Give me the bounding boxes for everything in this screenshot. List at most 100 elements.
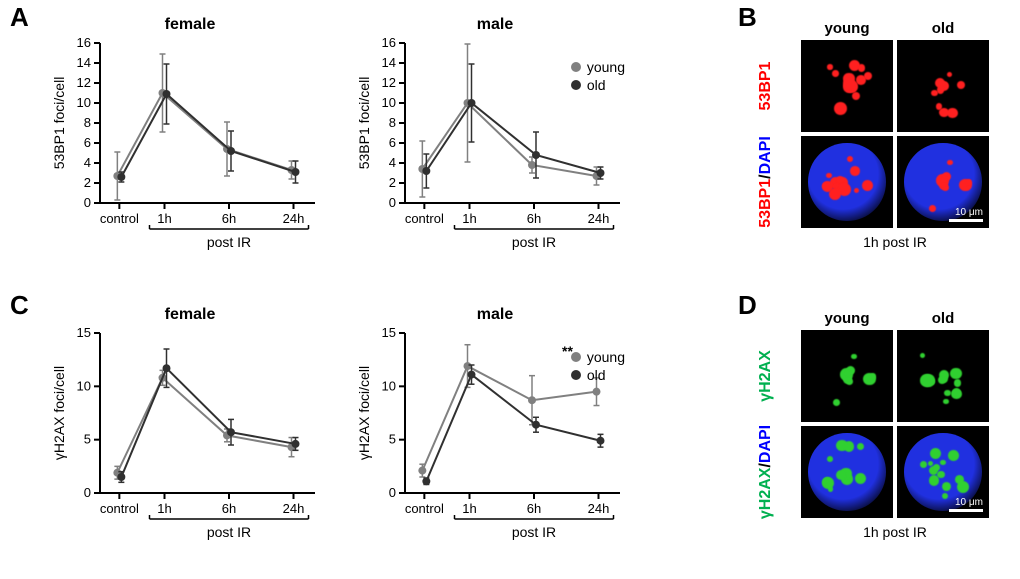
chart-svg: 0 2 4 6 8 10 12 14 16 53BP1 foci/cell control 1h 6h 2…: [355, 18, 635, 258]
micrograph-image: [897, 40, 989, 132]
scale-bar: [949, 219, 983, 222]
micro-caption: 1h post IR: [801, 234, 989, 250]
chart-c-female: female 051015γH2AX foci/cellcontrol1h6h2…: [50, 308, 330, 548]
svg-text:8: 8: [84, 115, 91, 130]
svg-text:24h: 24h: [588, 211, 610, 226]
legend-young: young: [571, 58, 625, 76]
svg-text:15: 15: [382, 325, 396, 340]
svg-text:γH2AX foci/cell: γH2AX foci/cell: [356, 366, 372, 460]
svg-text:12: 12: [382, 75, 396, 90]
svg-text:control: control: [100, 501, 139, 516]
svg-text:control: control: [405, 211, 444, 226]
svg-text:post IR: post IR: [512, 234, 556, 250]
chart-svg: 024681012141653BP1 foci/cellcontrol1h6h2…: [50, 18, 330, 258]
svg-text:1h: 1h: [157, 501, 171, 516]
legend-dot-old: [571, 370, 581, 380]
svg-text:53BP1 foci/cell: 53BP1 foci/cell: [51, 77, 67, 170]
svg-text:10: 10: [77, 95, 91, 110]
scale-bar-label: 10 μm: [955, 207, 983, 218]
svg-text:2: 2: [84, 175, 91, 190]
micrograph-image: 10 μm: [897, 136, 989, 228]
micro-row-label: 53BP1: [757, 62, 775, 111]
micrograph-image: [801, 40, 893, 132]
panel-label-b: B: [738, 2, 757, 33]
micro-col-label: old: [897, 20, 989, 37]
svg-text:6h: 6h: [527, 501, 541, 516]
scale-bar: [949, 509, 983, 512]
chart-title: male: [355, 306, 635, 324]
svg-text:post IR: post IR: [207, 234, 251, 250]
svg-text:16: 16: [77, 35, 91, 50]
micro-panel-b: youngold53BP153BP1/DAPI10 μm1h post IR: [775, 20, 1000, 265]
micrograph-image: [801, 330, 893, 422]
svg-text:6h: 6h: [527, 211, 541, 226]
micrograph-image: [801, 136, 893, 228]
chart-svg: 0 5 10 15 γH2AX foci/cell control 1h 6h 24h post …: [355, 308, 635, 548]
legend-old: old: [571, 76, 625, 94]
svg-text:post IR: post IR: [207, 524, 251, 540]
svg-text:14: 14: [382, 55, 396, 70]
svg-text:14: 14: [77, 55, 91, 70]
chart-svg: 051015γH2AX foci/cellcontrol1h6h24hpost …: [50, 308, 330, 548]
svg-text:24h: 24h: [283, 211, 305, 226]
svg-text:15: 15: [77, 325, 91, 340]
svg-text:10: 10: [382, 95, 396, 110]
chart-title: male: [355, 16, 635, 34]
svg-text:53BP1 foci/cell: 53BP1 foci/cell: [356, 77, 372, 170]
legend-label-young: young: [587, 59, 625, 75]
svg-text:6: 6: [84, 135, 91, 150]
micro-row-label: γH2AX: [757, 350, 775, 402]
panel-label-d: D: [738, 290, 757, 321]
svg-text:0: 0: [389, 195, 396, 210]
svg-text:6h: 6h: [222, 501, 236, 516]
svg-text:5: 5: [389, 432, 396, 447]
micro-col-label: young: [801, 310, 893, 327]
micro-panel-d: youngoldγH2AXγH2AX/DAPI10 μm1h post IR: [775, 310, 1000, 555]
svg-text:8: 8: [389, 115, 396, 130]
svg-text:6: 6: [389, 135, 396, 150]
micro-col-label: young: [801, 20, 893, 37]
panel-label-a: A: [10, 2, 29, 33]
svg-text:γH2AX foci/cell: γH2AX foci/cell: [51, 366, 67, 460]
chart-a-male: male 0 2 4 6 8 10 12 14 16 53BP1 foci/cell control…: [355, 18, 635, 258]
panel-label-c: C: [10, 290, 29, 321]
chart-c-male: male 0 5 10 15 γH2AX foci/cell control 1h 6h 24h…: [355, 308, 635, 548]
legend-label-old: old: [587, 77, 606, 93]
svg-text:0: 0: [389, 485, 396, 500]
svg-text:5: 5: [84, 432, 91, 447]
svg-text:post IR: post IR: [512, 524, 556, 540]
svg-text:1h: 1h: [462, 211, 476, 226]
svg-text:control: control: [405, 501, 444, 516]
svg-text:24h: 24h: [283, 501, 305, 516]
svg-text:6h: 6h: [222, 211, 236, 226]
micrograph-image: [801, 426, 893, 518]
micro-row-label: γH2AX/DAPI: [757, 425, 775, 519]
svg-text:control: control: [100, 211, 139, 226]
legend-old: old: [571, 366, 625, 384]
svg-text:2: 2: [389, 175, 396, 190]
svg-text:1h: 1h: [462, 501, 476, 516]
svg-text:16: 16: [382, 35, 396, 50]
micrograph-image: 10 μm: [897, 426, 989, 518]
svg-text:24h: 24h: [588, 501, 610, 516]
svg-text:1h: 1h: [157, 211, 171, 226]
legend-dot-young: [571, 62, 581, 72]
svg-text:0: 0: [84, 485, 91, 500]
chart-title: female: [50, 16, 330, 34]
micro-row-label: 53BP1/DAPI: [757, 136, 775, 228]
micrograph-image: [897, 330, 989, 422]
scale-bar-label: 10 μm: [955, 497, 983, 508]
svg-text:10: 10: [382, 378, 396, 393]
legend-young: young: [571, 348, 625, 366]
legend-label-young: young: [587, 349, 625, 365]
chart-a-female: female 024681012141653BP1 foci/cellcontr…: [50, 18, 330, 258]
legend: young old: [571, 348, 625, 384]
significance-mark: **: [562, 343, 573, 359]
legend-dot-old: [571, 80, 581, 90]
svg-text:4: 4: [389, 155, 396, 170]
figure: A B C D female 0 2 4 6 8 10 12 14 16 53BP1 foci/c…: [0, 0, 1020, 579]
micro-caption: 1h post IR: [801, 524, 989, 540]
micro-col-label: old: [897, 310, 989, 327]
svg-text:0: 0: [84, 195, 91, 210]
svg-text:4: 4: [84, 155, 91, 170]
